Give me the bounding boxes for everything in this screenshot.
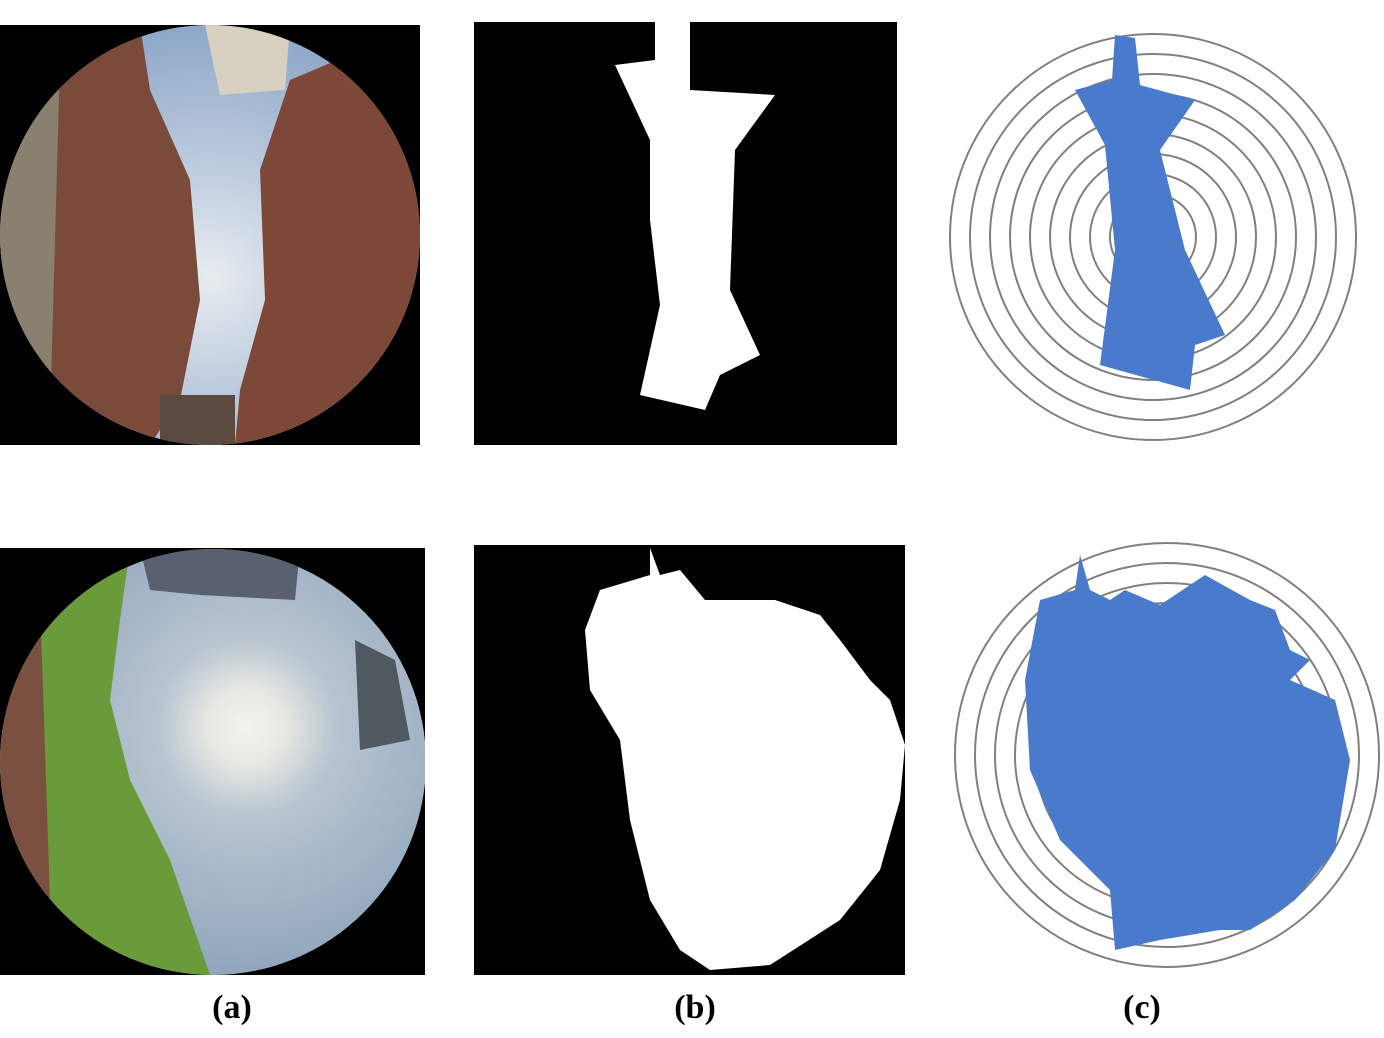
panel-label: (b) (674, 989, 716, 1026)
panel-label: (c) (1123, 989, 1161, 1026)
sky-mask-1 (474, 22, 897, 445)
fisheye-photo-2 (0, 548, 425, 975)
sky-view-plot-1 (949, 33, 1357, 441)
sky-view-plot-2 (954, 542, 1380, 968)
panel-label: (a) (212, 989, 252, 1026)
fisheye-photo-1 (0, 25, 420, 445)
sky-mask-2 (474, 545, 905, 975)
